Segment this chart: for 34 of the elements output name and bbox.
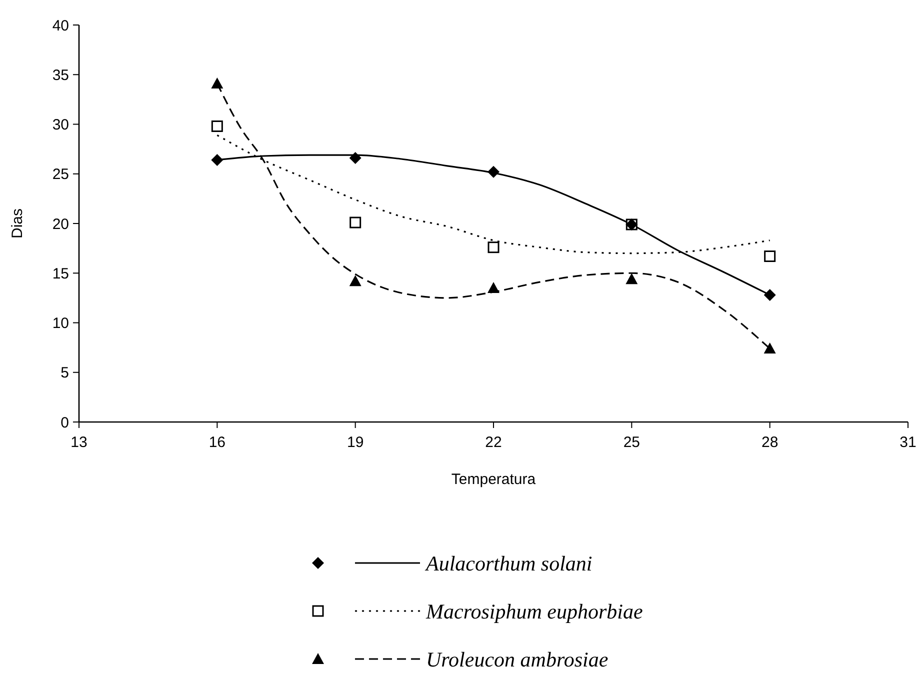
point — [488, 282, 500, 294]
point — [211, 78, 224, 89]
y-tick-label: 40 — [52, 17, 69, 34]
x-tick-label: 31 — [900, 434, 916, 451]
point — [349, 275, 362, 286]
x-tick-label: 16 — [208, 434, 226, 451]
point — [350, 216, 362, 228]
y-tick-label: 0 — [60, 414, 69, 432]
x-tick-label: 19 — [346, 434, 364, 451]
point — [488, 242, 500, 254]
y-tick-label: 20 — [52, 216, 69, 233]
point — [764, 250, 776, 262]
x-axis-title: Temperatura — [451, 471, 536, 488]
x-tick-label: 28 — [761, 434, 778, 451]
legend-label: Uroleucon ambrosiae — [426, 647, 608, 672]
point — [626, 273, 638, 284]
y-axis-title: Dias — [9, 208, 26, 239]
x-tick-label: 22 — [485, 434, 502, 451]
point — [211, 154, 224, 166]
y-tick-label: 35 — [52, 66, 69, 84]
x-tick-label: 25 — [623, 434, 640, 451]
point — [488, 166, 500, 178]
point — [211, 120, 223, 132]
y-tick-label: 30 — [52, 116, 69, 134]
y-tick-label: 5 — [60, 364, 69, 382]
point — [764, 342, 776, 354]
point — [764, 288, 776, 301]
x-tick-label: 13 — [70, 434, 88, 451]
y-tick-label: 25 — [52, 166, 69, 184]
legend-label: Aulacorthum solani — [424, 551, 592, 576]
y-tick-label: 15 — [52, 265, 69, 282]
point — [349, 152, 362, 164]
legend-label: Macrosiphum euphorbiae — [425, 599, 643, 624]
y-tick-label: 10 — [52, 315, 69, 332]
